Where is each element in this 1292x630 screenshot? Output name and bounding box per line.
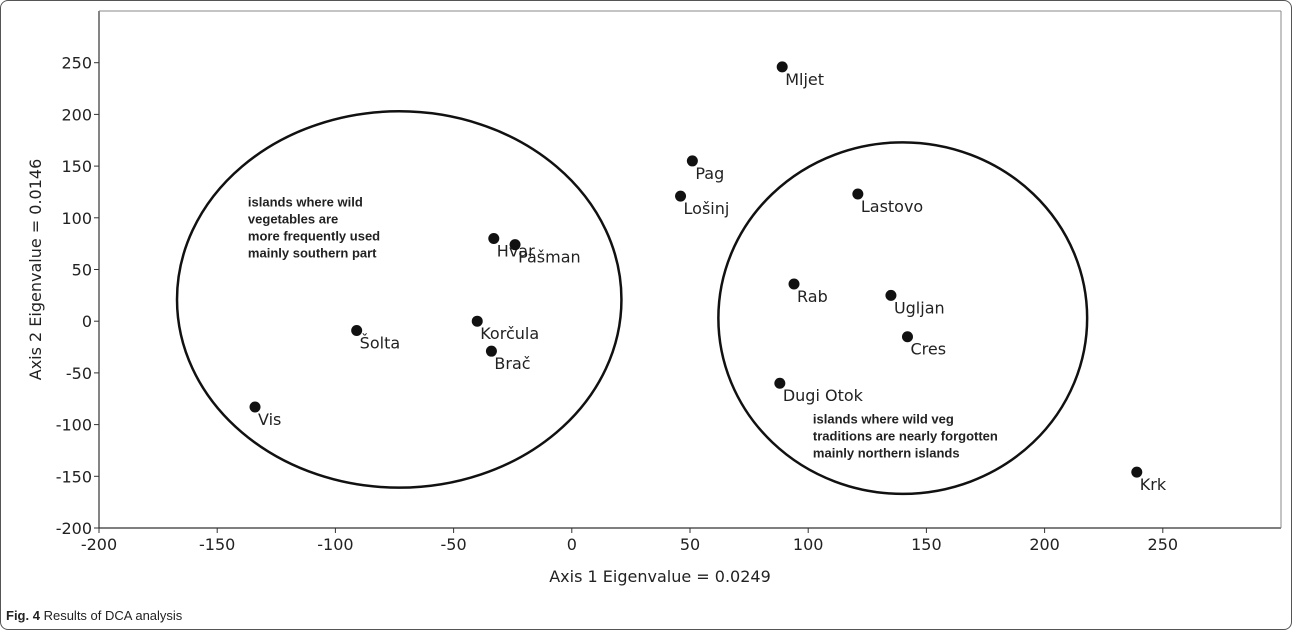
data-point-rab: Rab <box>788 278 828 306</box>
x-tick-label: -200 <box>81 535 117 554</box>
data-point-pašman: Pašman <box>509 239 581 267</box>
data-point-pag: Pag <box>686 155 724 183</box>
point-label: Hvar <box>497 241 535 260</box>
point-label: Pag <box>695 164 724 183</box>
y-tick-label: 150 <box>61 157 92 176</box>
point-label: Mljet <box>785 70 824 89</box>
point-marker <box>852 188 864 200</box>
point-label: Dugi Otok <box>783 386 864 405</box>
y-tick-label: 250 <box>61 54 92 73</box>
figure-caption: Fig. 4 Results of DCA analysis <box>6 608 182 623</box>
data-point-mljet: Mljet <box>776 61 824 89</box>
data-point-brač: Brač <box>485 345 531 373</box>
y-tick-label: 0 <box>82 312 92 331</box>
y-tick-label: -50 <box>66 364 92 383</box>
x-tick-label: 50 <box>680 535 700 554</box>
point-marker <box>249 401 261 413</box>
y-tick-label: 50 <box>72 261 92 280</box>
point-label: Lastovo <box>861 197 923 216</box>
point-marker <box>774 377 786 389</box>
x-tick-label: 200 <box>1029 535 1060 554</box>
point-label: Ugljan <box>894 298 945 317</box>
x-axis-ticks: -200 -150 -100 -50 0 50 100 150 200 250 <box>81 528 1178 554</box>
point-label: Cres <box>910 340 946 359</box>
x-tick-label: 150 <box>911 535 942 554</box>
dca-scatter-chart: -200 -150 -100 -50 0 50 100 150 200 250 -200-150-… <box>26 10 1282 586</box>
point-label: Vis <box>258 410 281 429</box>
point-label: Korčula <box>480 324 539 343</box>
figure-caption-label: Fig. 4 <box>6 608 40 623</box>
northern-islands-ellipse <box>717 141 1089 496</box>
data-point-cres: Cres <box>901 331 946 359</box>
data-point-lošinj: Lošinj <box>675 190 730 218</box>
point-marker <box>509 239 521 251</box>
x-tick-label: 250 <box>1148 535 1179 554</box>
x-axis-title: Axis 1 Eigenvalue = 0.0249 <box>549 567 771 586</box>
data-point-korčula: Korčula <box>471 315 539 343</box>
y-tick-label: -150 <box>56 467 92 486</box>
data-point-krk: Krk <box>1131 466 1167 494</box>
point-label: Rab <box>797 287 828 306</box>
data-point-dugi-otok: Dugi Otok <box>774 377 864 405</box>
point-label: Šolta <box>360 334 400 353</box>
x-tick-label: -100 <box>317 535 353 554</box>
figure-caption-text: Results of DCA analysis <box>43 608 183 623</box>
point-marker <box>488 232 500 244</box>
y-tick-label: -100 <box>56 416 92 435</box>
point-label: Pašman <box>518 248 581 267</box>
point-marker <box>471 315 483 327</box>
point-marker <box>776 61 788 73</box>
ellipse-annotation-text: islands where wild vegetables are more fre… <box>248 194 380 260</box>
y-tick-label: -200 <box>56 519 92 538</box>
x-tick-label: -50 <box>441 535 467 554</box>
point-marker <box>901 331 913 343</box>
y-axis-title: Axis 2 Eigenvalue = 0.0146 <box>26 159 45 381</box>
point-label: Lošinj <box>684 199 730 218</box>
point-marker <box>885 289 897 301</box>
point-marker <box>485 345 497 357</box>
x-tick-label: 100 <box>793 535 824 554</box>
point-marker <box>788 278 800 290</box>
point-marker <box>675 190 687 202</box>
y-tick-label: 200 <box>61 105 92 124</box>
data-point-lastovo: Lastovo <box>852 188 923 216</box>
x-tick-label: 0 <box>567 535 577 554</box>
data-point-hvar: Hvar <box>488 232 535 260</box>
point-marker <box>686 155 698 167</box>
y-axis-ticks: -200 -150 -100 -50 0 50 100 150 200 250 <box>56 54 99 538</box>
point-marker <box>351 325 363 337</box>
y-tick-label: 100 <box>61 209 92 228</box>
point-marker <box>1131 466 1143 478</box>
data-point-šolta: Šolta <box>351 325 400 353</box>
ellipse-annotation-text: islands where wild veg traditions are nea… <box>813 412 998 461</box>
data-point-vis: Vis <box>249 401 281 429</box>
point-label: Krk <box>1140 475 1167 494</box>
x-tick-label: -150 <box>199 535 235 554</box>
data-point-ugljan: Ugljan <box>885 289 945 317</box>
point-label: Brač <box>494 354 530 373</box>
southern-islands-ellipse <box>175 110 623 489</box>
ellipse-annotations: islands where wild vegetables are more fre… <box>248 194 998 460</box>
